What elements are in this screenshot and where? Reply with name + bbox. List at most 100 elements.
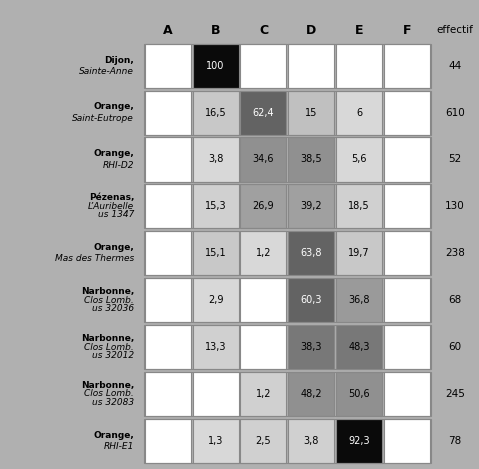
Text: Orange,: Orange,	[93, 431, 134, 440]
Bar	[288, 44, 334, 88]
Text: 52: 52	[448, 154, 462, 165]
Text: 3,8: 3,8	[208, 154, 223, 165]
Text: 44: 44	[448, 61, 462, 71]
Bar	[240, 419, 286, 463]
Text: 15,3: 15,3	[205, 201, 227, 212]
Text: 50,6: 50,6	[348, 389, 370, 399]
Bar	[240, 278, 286, 322]
Text: 26,9: 26,9	[252, 201, 274, 212]
Bar	[384, 137, 430, 182]
Bar	[193, 278, 239, 322]
Text: Pézenas,: Pézenas,	[89, 193, 134, 203]
Text: 5,6: 5,6	[352, 154, 367, 165]
Text: 16,5: 16,5	[205, 107, 227, 118]
Text: 15: 15	[305, 107, 318, 118]
Text: Sainte-Anne: Sainte-Anne	[79, 67, 134, 76]
Bar	[193, 44, 239, 88]
Text: Dijon,: Dijon,	[104, 55, 134, 65]
Bar	[144, 44, 431, 88]
Bar	[384, 325, 430, 369]
Bar	[145, 372, 191, 416]
Bar	[144, 372, 431, 416]
Bar	[193, 137, 239, 182]
Bar	[288, 91, 334, 135]
Bar	[145, 419, 191, 463]
Text: 92,3: 92,3	[348, 436, 370, 446]
Bar	[193, 231, 239, 275]
Bar	[145, 137, 191, 182]
Bar	[144, 137, 431, 182]
Text: Narbonne,: Narbonne,	[81, 381, 134, 390]
Text: 6: 6	[356, 107, 362, 118]
Text: 245: 245	[445, 389, 465, 399]
Bar	[384, 44, 430, 88]
Text: Orange,: Orange,	[93, 149, 134, 159]
Text: B: B	[211, 24, 220, 37]
Bar	[336, 91, 382, 135]
Text: A: A	[163, 24, 172, 37]
Bar	[193, 419, 239, 463]
Bar	[240, 44, 286, 88]
Text: RHI-E1: RHI-E1	[104, 442, 134, 451]
Bar	[384, 231, 430, 275]
Text: 130: 130	[445, 201, 465, 212]
Bar	[145, 44, 191, 88]
Bar	[144, 91, 431, 135]
Text: 2,9: 2,9	[208, 295, 223, 305]
Bar	[384, 372, 430, 416]
Bar	[193, 372, 239, 416]
Bar	[145, 325, 191, 369]
Text: 1,3: 1,3	[208, 436, 223, 446]
Text: 610: 610	[445, 107, 465, 118]
Text: Narbonne,: Narbonne,	[81, 287, 134, 296]
Bar	[336, 372, 382, 416]
Bar	[240, 184, 286, 228]
Bar	[336, 419, 382, 463]
Text: 63,8: 63,8	[301, 248, 322, 258]
Text: us 32012: us 32012	[92, 351, 134, 360]
Text: 18,5: 18,5	[348, 201, 370, 212]
Text: 13,3: 13,3	[205, 342, 226, 352]
Text: RHI-D2: RHI-D2	[103, 160, 134, 170]
Bar	[336, 44, 382, 88]
Text: 1,2: 1,2	[256, 389, 271, 399]
Text: us 1347: us 1347	[98, 210, 134, 219]
Bar	[240, 372, 286, 416]
Text: 78: 78	[448, 436, 462, 446]
Text: C: C	[259, 24, 268, 37]
Bar	[240, 137, 286, 182]
Bar	[288, 325, 334, 369]
Bar	[145, 184, 191, 228]
Text: Mas des Thermes: Mas des Thermes	[55, 254, 134, 264]
Bar	[193, 184, 239, 228]
Text: L’Auribelle: L’Auribelle	[88, 202, 134, 211]
Text: 39,2: 39,2	[300, 201, 322, 212]
Text: 60,3: 60,3	[301, 295, 322, 305]
Bar	[240, 325, 286, 369]
Bar	[288, 231, 334, 275]
Text: Clos Lomb.: Clos Lomb.	[84, 295, 134, 305]
Bar	[288, 372, 334, 416]
Bar	[288, 137, 334, 182]
Text: 60: 60	[448, 342, 462, 352]
Bar	[384, 419, 430, 463]
Bar	[384, 278, 430, 322]
Bar	[384, 184, 430, 228]
Text: 34,6: 34,6	[253, 154, 274, 165]
Bar	[336, 184, 382, 228]
Bar	[288, 278, 334, 322]
Text: 2,5: 2,5	[256, 436, 271, 446]
Bar	[240, 91, 286, 135]
Text: 36,8: 36,8	[349, 295, 370, 305]
Text: 15,1: 15,1	[205, 248, 227, 258]
Text: 48,2: 48,2	[300, 389, 322, 399]
Text: F: F	[403, 24, 411, 37]
Text: 3,8: 3,8	[304, 436, 319, 446]
Bar	[288, 184, 334, 228]
Bar	[144, 419, 431, 463]
Bar	[193, 325, 239, 369]
Text: Orange,: Orange,	[93, 243, 134, 252]
Text: Saint-Eutrope: Saint-Eutrope	[72, 113, 134, 123]
Bar	[336, 137, 382, 182]
Text: 68: 68	[448, 295, 462, 305]
